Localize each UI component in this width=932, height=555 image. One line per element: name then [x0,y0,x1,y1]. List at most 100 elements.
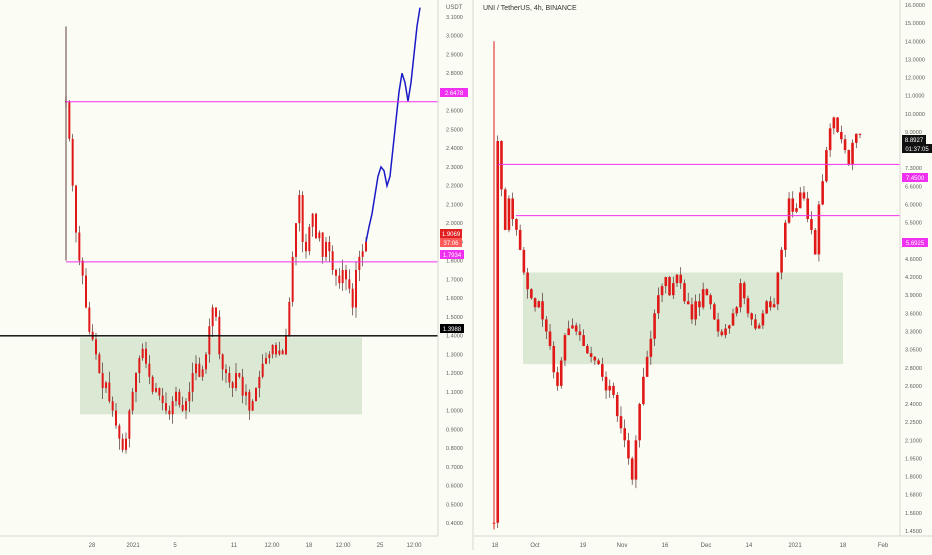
candle [75,185,77,233]
candle [328,241,331,252]
candle [318,232,321,239]
candle [81,260,84,276]
y-tick-label: 1.6800 [905,493,922,499]
candle [138,358,141,374]
y-tick-label: 4.6000 [905,257,922,263]
candle [201,369,204,377]
candle [361,251,364,257]
x-tick-label: 2021 [788,543,802,549]
candle [285,335,287,355]
candle [601,364,604,377]
x-tick-label: 11 [231,543,238,549]
candle [198,363,201,377]
candle [851,142,854,165]
candle [278,350,281,355]
y-tick-label: 2.0000 [446,221,463,227]
y-tick-label: 3.1000 [446,15,463,21]
candle [604,376,608,391]
candle [311,213,314,227]
x-tick-label: 28 [89,543,96,549]
candle [271,344,274,355]
candle [95,339,97,355]
candle [608,385,612,391]
svg-text:1.9069: 1.9069 [442,232,461,238]
candle [358,256,361,270]
left-level-lines [0,101,438,337]
x-tick-label: 2021 [126,543,140,549]
y-tick-label: 3.0000 [446,34,463,40]
candle [118,425,121,439]
candle [341,270,344,284]
x-tick-label: Oct [530,543,540,549]
right-candles [492,41,862,530]
right-chart-panel[interactable]: UNI / TetherUS, 4h, BINANCE 16.0000 15.00… [472,0,932,550]
candle [683,283,686,302]
y-tick-label: 6.6000 [905,184,922,190]
price-tag-current: 1.9069 [440,229,462,238]
candle [98,354,101,374]
candle [288,301,291,336]
y-tick-label: 3.6000 [905,311,922,317]
candle [735,307,739,314]
candle [526,272,529,290]
left-chart-panel[interactable]: 3.10003.00002.90002.80002.70002.60002.50… [0,0,468,549]
candle [784,222,787,250]
candle [175,391,177,402]
svg-text:1.3988: 1.3988 [443,327,462,333]
candle [668,277,671,296]
candle [571,325,574,329]
candle [205,354,207,370]
candle [586,345,589,354]
y-tick-label: 2.2500 [905,420,922,426]
svg-text:1.7934: 1.7934 [443,253,462,259]
candle [251,401,254,411]
candle [713,304,716,320]
x-tick-label: 16 [662,543,669,549]
y-tick-label: 7.3000 [905,166,922,172]
price-tag-lower-level: 5.6925 [902,238,928,247]
x-tick-label: Dec [701,543,712,549]
candle [556,372,559,386]
candle [85,275,87,308]
candle [155,388,157,392]
y-tick-label: 2.4000 [446,146,463,152]
candle [148,363,151,377]
candle [769,301,772,308]
candle [345,270,347,280]
countdown-tag: 01:37:05 [902,144,932,153]
y-tick-label: 2.1000 [905,438,922,444]
candle [351,288,354,308]
candle [131,391,134,411]
y-tick-label: 6.0000 [905,203,922,209]
candle [365,241,367,252]
candle [806,198,810,220]
y-tick-label: 13.0000 [905,57,925,63]
candle [742,283,746,299]
y-tick-label: 1.4500 [905,529,922,535]
candle [500,141,503,190]
candle [813,229,817,255]
candle [615,394,619,417]
candle [195,363,197,374]
candle [188,391,191,402]
candle [772,304,776,308]
y-tick-label: 1.8000 [446,259,463,265]
svg-text:5.6925: 5.6925 [906,241,925,247]
right-level-lines [498,163,900,217]
candle [858,133,862,135]
y-tick-label: 3.0500 [905,348,922,354]
candle [511,198,514,220]
y-tick-label: 1.2000 [446,371,463,377]
candle [709,295,712,305]
svg-text:37:06: 37:06 [443,241,459,247]
candle [657,295,660,314]
candle [503,189,507,230]
x-tick-label: 19 [580,543,587,549]
candle [325,241,327,257]
candle [181,404,184,411]
y-tick-label: 2.8000 [905,366,922,372]
x-tick-label: 18 [492,543,499,549]
candle [574,325,578,332]
candle [765,301,768,314]
